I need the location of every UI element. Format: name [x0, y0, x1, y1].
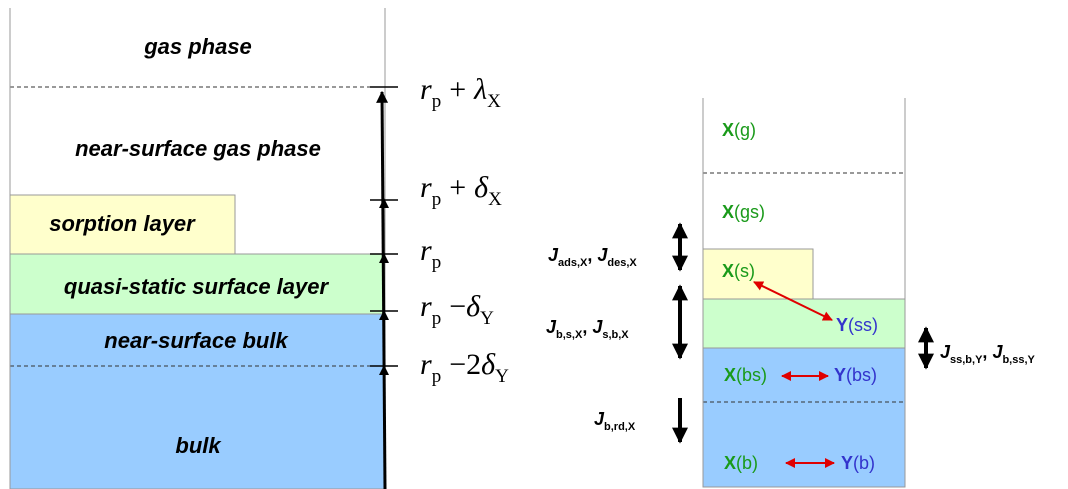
species-x-bs: X(bs) — [724, 365, 767, 385]
sorption-layer-region — [9, 194, 236, 255]
radius-label-r: rp — [420, 234, 441, 273]
radius-label-r-plus-lambda: rp + λX — [420, 73, 501, 112]
species-x-g: X(g) — [722, 120, 756, 140]
species-y-bs: Y(bs) — [834, 365, 877, 385]
species-x-s: X(s) — [722, 261, 755, 281]
species-x-gs: X(gs) — [722, 202, 765, 222]
flux-label-ss-b: Jss,b,Y, Jb,ss,Y — [940, 342, 1036, 366]
quasi-static-surface-layer-label: quasi-static surface layer — [64, 274, 330, 299]
species-y-ss: Y(ss) — [836, 315, 878, 335]
species-y-b: Y(b) — [841, 453, 875, 473]
surface-species-box — [702, 248, 814, 300]
radius-axis — [376, 90, 389, 489]
gas-phase-label: gas phase — [143, 34, 252, 59]
near-surface-bulk-label: near-surface bulk — [104, 328, 289, 353]
quasi-static-surface-layer-region — [9, 253, 386, 315]
near-surface-bulk-region — [9, 313, 386, 489]
radius-label-r-plus-delta: rp + δX — [420, 171, 502, 210]
left-panel: gas phase near-surface gas phase sorptio… — [9, 8, 509, 489]
radius-tick-arrows — [379, 198, 389, 375]
flux-label-b-rd: Jb,rd,X — [594, 409, 636, 433]
radius-label-r-minus-delta: rp −δY — [420, 290, 494, 329]
radius-label-r-minus-2delta: rp −2δY — [420, 348, 509, 387]
right-panel: X(g) X(gs) X(s) Y(ss) X(bs) Y(bs) X(b) Y… — [546, 98, 1036, 488]
near-surface-gas-phase-label: near-surface gas phase — [75, 136, 321, 161]
species-x-b: X(b) — [724, 453, 758, 473]
reaction-arrow-xs-yss — [753, 281, 833, 321]
flux-label-ads-des: Jads,X, Jdes,X — [548, 245, 637, 269]
sorption-layer-label: sorption layer — [49, 211, 196, 236]
flux-label-bs-sb: Jb,s,X, Js,b,X — [546, 317, 629, 341]
bulk-label: bulk — [175, 433, 222, 458]
